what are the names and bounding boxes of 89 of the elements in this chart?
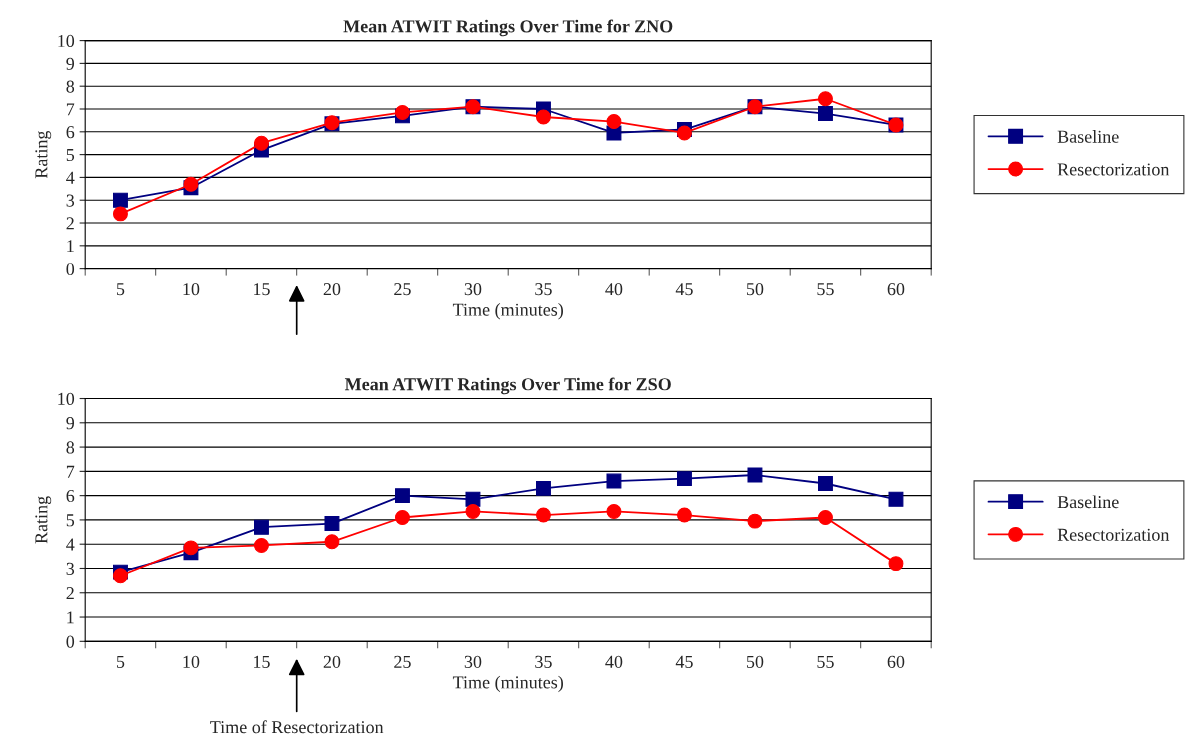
x-tick-label: 15 (254, 655, 270, 668)
point (183, 540, 199, 556)
x-tick-label: 30 (464, 655, 482, 668)
y-tick-label: 6 (66, 126, 75, 139)
point (606, 503, 622, 519)
x-tick-label: 5 (116, 655, 125, 668)
point (535, 507, 551, 523)
x-tick-label: 55 (817, 655, 834, 668)
y-tick-label: 9 (66, 57, 75, 70)
point (253, 519, 269, 535)
point (676, 125, 692, 141)
y-tick-label: 1 (67, 611, 74, 624)
point (747, 467, 763, 483)
legend-label: Baseline (1057, 130, 1119, 143)
point (817, 91, 833, 107)
point (817, 106, 833, 122)
y-axis-title: Rating (35, 130, 52, 179)
x-tick-label: 35 (535, 283, 552, 296)
y-tick-label: 3 (66, 562, 75, 575)
x-axis-title: Time (minutes) (452, 675, 563, 693)
x-tick-label: 45 (675, 655, 693, 668)
x-tick-label: 20 (323, 655, 341, 668)
point (888, 556, 904, 572)
y-tick-label: 4 (66, 171, 75, 184)
y-tick-label: 2 (66, 587, 74, 600)
x-axis-title: Time (minutes) (452, 303, 563, 320)
point (112, 192, 128, 208)
x-tick-label: 60 (887, 283, 905, 296)
point (747, 513, 763, 529)
legend-label: Resectorization (1057, 528, 1170, 541)
x-tick-label: 55 (817, 283, 834, 296)
x-tick-label: 50 (746, 655, 764, 668)
point (676, 507, 692, 523)
y-tick-label: 1 (67, 240, 74, 253)
point (676, 471, 692, 487)
y-tick-label: 3 (66, 194, 75, 207)
point (535, 109, 551, 125)
y-tick-label: 0 (66, 262, 75, 276)
point (465, 503, 481, 519)
chart-title: Mean ATWIT Ratings Over Time for ZNO (343, 19, 673, 37)
x-tick-label: 35 (535, 655, 552, 668)
y-tick-label: 7 (66, 465, 75, 478)
point (535, 480, 551, 496)
point (253, 135, 269, 151)
y-tick-label: 4 (66, 538, 75, 551)
point (253, 537, 269, 553)
y-tick-label: 10 (58, 392, 75, 405)
x-tick-label: 45 (675, 283, 693, 296)
y-tick-label: 8 (66, 80, 75, 93)
x-tick-label: 10 (183, 655, 200, 668)
point (817, 476, 833, 491)
x-tick-label: 25 (394, 655, 411, 668)
y-tick-label: 10 (58, 34, 75, 48)
legend-label: Baseline (1057, 495, 1119, 509)
x-tick-label: 60 (887, 655, 905, 668)
x-tick-label: 5 (116, 283, 125, 296)
chart-title: Mean ATWIT Ratings Over Time for ZSO (344, 377, 671, 395)
x-tick-label: 10 (183, 283, 200, 296)
y-tick-label: 6 (66, 489, 75, 503)
x-tick-label: 30 (464, 283, 482, 296)
point (606, 114, 622, 130)
x-tick-label: 40 (605, 655, 623, 668)
x-tick-label: 50 (746, 283, 764, 296)
point (606, 473, 622, 489)
y-tick-label: 7 (66, 103, 75, 116)
point (888, 491, 904, 507)
point (394, 104, 410, 120)
point (817, 510, 833, 525)
x-tick-label: 25 (394, 283, 411, 296)
y-tick-label: 2 (66, 217, 74, 230)
x-tick-label: 20 (323, 283, 341, 296)
point (394, 510, 410, 525)
point (465, 491, 481, 507)
x-tick-label: 40 (605, 283, 623, 296)
point (112, 568, 128, 584)
text: Time of Resectorization (210, 720, 384, 734)
point (183, 176, 199, 192)
y-tick-label: 5 (66, 514, 75, 527)
point (324, 516, 340, 532)
point (324, 534, 340, 550)
y-tick-label: 9 (66, 417, 75, 430)
y-tick-label: 8 (66, 441, 75, 454)
point (394, 488, 410, 504)
legend-label: Resectorization (1057, 163, 1170, 176)
y-tick-label: 5 (66, 149, 75, 162)
x-tick-label: 15 (254, 283, 270, 296)
y-axis-title: Rating (35, 496, 52, 544)
point (112, 206, 128, 222)
y-tick-label: 0 (66, 635, 75, 648)
